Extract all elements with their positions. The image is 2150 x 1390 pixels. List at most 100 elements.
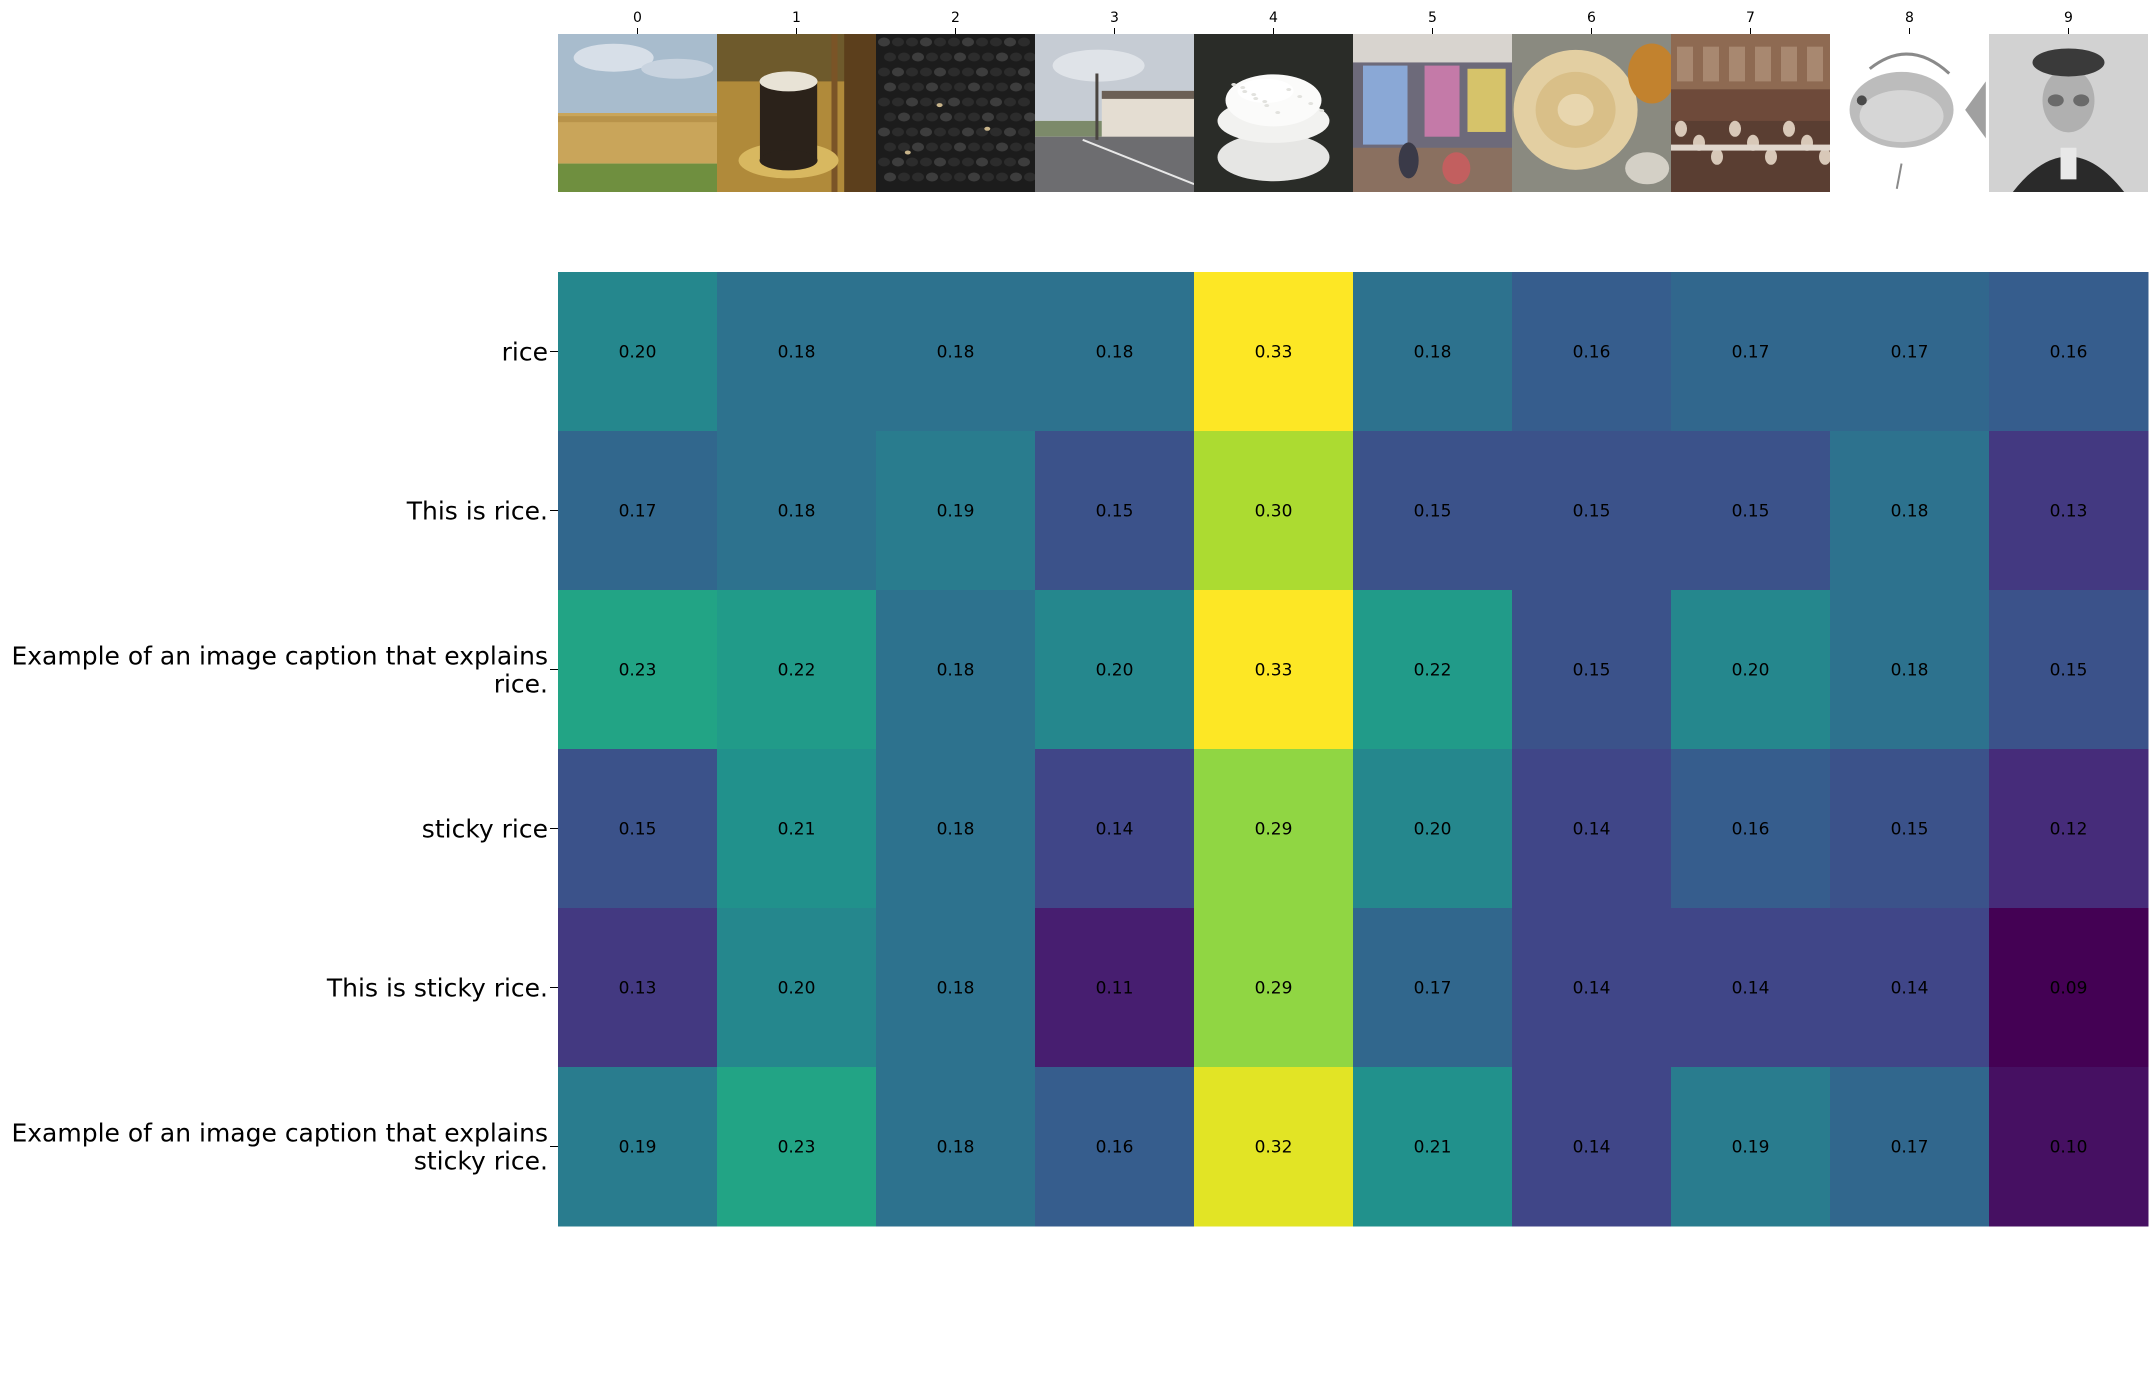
heatmap-cell-r5-c9: [1989, 1067, 2149, 1227]
x-tick-label-7: 7: [1746, 10, 1755, 26]
cell-value-label-r1-c9: 0.13: [2050, 502, 2088, 522]
cell-value-label-r1-c2: 0.19: [937, 502, 975, 522]
cell-value-label-r4-c2: 0.18: [937, 979, 975, 999]
cell-value-label-r4-c1: 0.20: [778, 979, 816, 999]
cell-value-label-r0-c8: 0.17: [1891, 343, 1929, 363]
street-thumbnail: [1035, 34, 1194, 192]
cell-value-label-r0-c1: 0.18: [778, 343, 816, 363]
y-tick-label-4: This is sticky rice.: [326, 974, 548, 1003]
heatmap-cell-r4-c3: [1035, 908, 1195, 1068]
y-tick-label-line: Example of an image caption that explain…: [11, 642, 548, 671]
x-tick-label-0: 0: [633, 10, 642, 26]
man-portrait-thumbnail: [1989, 34, 2148, 192]
heatmap-cell-r5-c5: [1353, 1067, 1513, 1227]
heatmap-cell-r0-c4: [1194, 272, 1354, 432]
heatmap-cell-r0-c7: [1671, 272, 1831, 432]
heatmap-cell-r5-c8: [1830, 1067, 1990, 1227]
y-tick-label-3: sticky rice: [422, 815, 548, 844]
heatmap-cell-r5-c0: [558, 1067, 718, 1227]
cell-value-label-r2-c5: 0.22: [1414, 661, 1452, 681]
heatmap-cell-r0-c8: [1830, 272, 1990, 432]
cell-value-label-r3-c6: 0.14: [1573, 820, 1611, 840]
cell-value-label-r0-c2: 0.18: [937, 343, 975, 363]
cell-value-label-r3-c5: 0.20: [1414, 820, 1452, 840]
heatmap-cell-r2-c5: [1353, 590, 1513, 750]
cell-value-label-r5-c5: 0.21: [1414, 1138, 1452, 1158]
heatmap-cell-r3-c1: [717, 749, 877, 909]
heatmap-cell-r0-c5: [1353, 272, 1513, 432]
heatmap-cell-r2-c1: [717, 590, 877, 750]
heatmap-cells: 0.20 0.18 0.18 0.18 0.33 0.18 0.16 0.17 0.17 0.16…: [558, 272, 2149, 1227]
heatmap-cell-r3-c2: [876, 749, 1036, 909]
fish-drawing-thumbnail: [1830, 34, 1989, 192]
cell-value-label-r0-c9: 0.16: [2050, 343, 2088, 363]
cell-value-label-r3-c2: 0.18: [937, 820, 975, 840]
x-tick-label-2: 2: [951, 10, 960, 26]
heatmap-cell-r1-c0: [558, 431, 718, 591]
cell-value-label-r3-c8: 0.15: [1891, 820, 1929, 840]
cell-value-label-r5-c9: 0.10: [2050, 1138, 2088, 1158]
x-ticks: 0 1 2 3 4 5 6 7 8 9: [633, 10, 2073, 34]
cell-value-label-r4-c0: 0.13: [619, 979, 657, 999]
heatmap-cell-r4-c0: [558, 908, 718, 1068]
y-tick-label-line: This is sticky rice.: [326, 974, 548, 1003]
heatmap-cell-r2-c0: [558, 590, 718, 750]
heatmap-cell-r3-c3: [1035, 749, 1195, 909]
heatmap-cell-r4-c2: [876, 908, 1036, 1068]
heatmap-cell-r0-c2: [876, 272, 1036, 432]
cell-value-label-r1-c3: 0.15: [1096, 502, 1134, 522]
heatmap-cell-r5-c4: [1194, 1067, 1354, 1227]
cup-of-drink-thumbnail: [717, 34, 876, 192]
heatmap-cell-r1-c2: [876, 431, 1036, 591]
heatmap-cell-r1-c7: [1671, 431, 1831, 591]
cell-value-label-r1-c7: 0.15: [1732, 502, 1770, 522]
cell-value-label-r3-c4: 0.29: [1255, 820, 1293, 840]
cell-value-label-r3-c1: 0.21: [778, 820, 816, 840]
y-tick-label-2: Example of an image caption that explain…: [11, 642, 548, 699]
heatmap-cell-r0-c1: [717, 272, 877, 432]
x-tick-label-1: 1: [792, 10, 801, 26]
heatmap-cell-r4-c6: [1512, 908, 1672, 1068]
heatmap-cell-r3-c4: [1194, 749, 1354, 909]
heatmap-cell-r0-c9: [1989, 272, 2149, 432]
cell-value-label-r4-c8: 0.14: [1891, 979, 1929, 999]
cell-value-label-r2-c6: 0.15: [1573, 661, 1611, 681]
y-tick-label-line: Example of an image caption that explain…: [11, 1119, 548, 1148]
heatmap-cell-r3-c9: [1989, 749, 2149, 909]
cell-value-label-r3-c3: 0.14: [1096, 820, 1134, 840]
cell-value-label-r1-c5: 0.15: [1414, 502, 1452, 522]
cell-value-label-r4-c5: 0.17: [1414, 979, 1452, 999]
cell-value-label-r3-c9: 0.12: [2050, 820, 2088, 840]
heatmap-cell-r3-c7: [1671, 749, 1831, 909]
heatmap-cell-r1-c1: [717, 431, 877, 591]
market-stall-thumbnail: [1353, 34, 1512, 192]
cell-value-label-r1-c1: 0.18: [778, 502, 816, 522]
x-tick-label-6: 6: [1587, 10, 1596, 26]
heatmap-cell-r2-c9: [1989, 590, 2149, 750]
heatmap-cell-r2-c3: [1035, 590, 1195, 750]
cell-value-label-r3-c0: 0.15: [619, 820, 657, 840]
cell-value-label-r5-c8: 0.17: [1891, 1138, 1929, 1158]
y-tick-label-line: rice.: [494, 670, 548, 699]
cell-value-label-r2-c1: 0.22: [778, 661, 816, 681]
flatbread-curry-thumbnail: [1512, 34, 1671, 192]
heatmap-cell-r2-c4: [1194, 590, 1354, 750]
heatmap-cell-r2-c7: [1671, 590, 1831, 750]
heatmap-cell-r2-c2: [876, 590, 1036, 750]
cell-value-label-r0-c6: 0.16: [1573, 343, 1611, 363]
cell-value-label-r0-c4: 0.33: [1255, 343, 1293, 363]
cell-value-label-r2-c9: 0.15: [2050, 661, 2088, 681]
heatmap-cell-r0-c0: [558, 272, 718, 432]
y-ticks: rice This is rice. Example of an image cap…: [11, 338, 558, 1176]
y-tick-label-line: sticky rice.: [414, 1147, 548, 1176]
heatmap-cell-r5-c2: [876, 1067, 1036, 1227]
heatmap-cell-r0-c6: [1512, 272, 1672, 432]
y-tick-label-line: This is rice.: [406, 497, 548, 526]
heatmap-cell-r5-c6: [1512, 1067, 1672, 1227]
y-tick-label-1: This is rice.: [406, 497, 548, 526]
heatmap-cell-r1-c3: [1035, 431, 1195, 591]
cell-value-label-r3-c7: 0.16: [1732, 820, 1770, 840]
heatmap-cell-r4-c7: [1671, 908, 1831, 1068]
image-thumbnails: [558, 34, 2148, 192]
